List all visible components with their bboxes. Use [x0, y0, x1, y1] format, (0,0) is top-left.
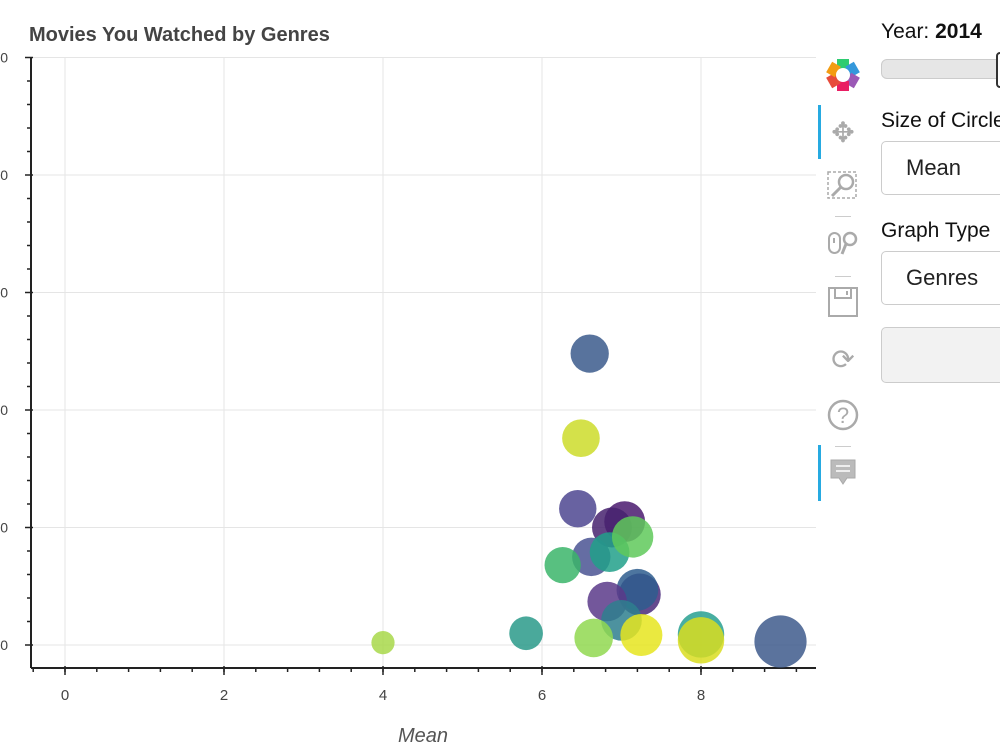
active-indicator — [818, 445, 821, 501]
save-icon[interactable] — [826, 285, 860, 319]
y-tick-label: 10 — [0, 520, 8, 536]
chart-title: Movies You Watched by Genres — [29, 24, 330, 46]
data-point[interactable] — [371, 631, 395, 655]
x-axis-label: Mean — [398, 725, 448, 747]
data-point[interactable] — [620, 613, 663, 657]
action-button[interactable] — [881, 327, 1000, 383]
hover-icon[interactable] — [826, 456, 860, 490]
data-point[interactable] — [611, 516, 654, 558]
y-tick-label: 40 — [0, 167, 8, 183]
wheel-zoom-icon[interactable] — [826, 227, 860, 261]
data-point[interactable] — [677, 617, 725, 664]
data-point[interactable] — [559, 489, 597, 528]
size-select[interactable]: Mean — [881, 141, 1000, 195]
year-value: 2014 — [935, 20, 982, 43]
x-tick-label: 8 — [697, 687, 705, 704]
y-tick-label: 20 — [0, 402, 8, 418]
x-tick-label: 4 — [379, 687, 387, 704]
size-label: Size of Circle — [881, 109, 1000, 132]
y-tick-label: 50 — [0, 50, 8, 66]
year-label: Year: 2014 — [881, 20, 982, 44]
y-tick-label: 0 — [0, 637, 8, 653]
y-tick-label: 30 — [0, 285, 8, 301]
data-point[interactable] — [570, 334, 609, 373]
data-point[interactable] — [616, 568, 659, 611]
graph-type-select[interactable]: Genres — [881, 251, 1000, 305]
x-tick-label: 0 — [61, 687, 69, 704]
active-indicator — [818, 105, 821, 159]
svg-text:?: ? — [837, 403, 849, 428]
year-label-text: Year: — [881, 20, 936, 43]
year-slider-handle[interactable] — [996, 52, 1000, 88]
help-icon[interactable]: ? — [826, 398, 860, 432]
year-slider[interactable] — [881, 52, 1000, 88]
pan-icon[interactable]: ✥ — [831, 116, 855, 148]
graph-type-label: Graph Type — [881, 219, 991, 242]
reset-icon[interactable]: ⟳ — [831, 343, 855, 375]
data-point[interactable] — [574, 618, 613, 658]
x-tick-label: 6 — [538, 687, 546, 704]
data-point[interactable] — [509, 616, 543, 651]
data-point[interactable] — [754, 615, 807, 668]
data-point[interactable] — [562, 419, 600, 458]
x-tick-label: 2 — [220, 687, 228, 704]
bokeh-logo-icon[interactable] — [826, 58, 860, 92]
box-zoom-icon[interactable] — [826, 168, 860, 202]
data-point[interactable] — [544, 546, 581, 584]
scatter-plot[interactable]: 0 10 20 30 40 50 0 2 4 6 8 Mean — [0, 0, 818, 750]
